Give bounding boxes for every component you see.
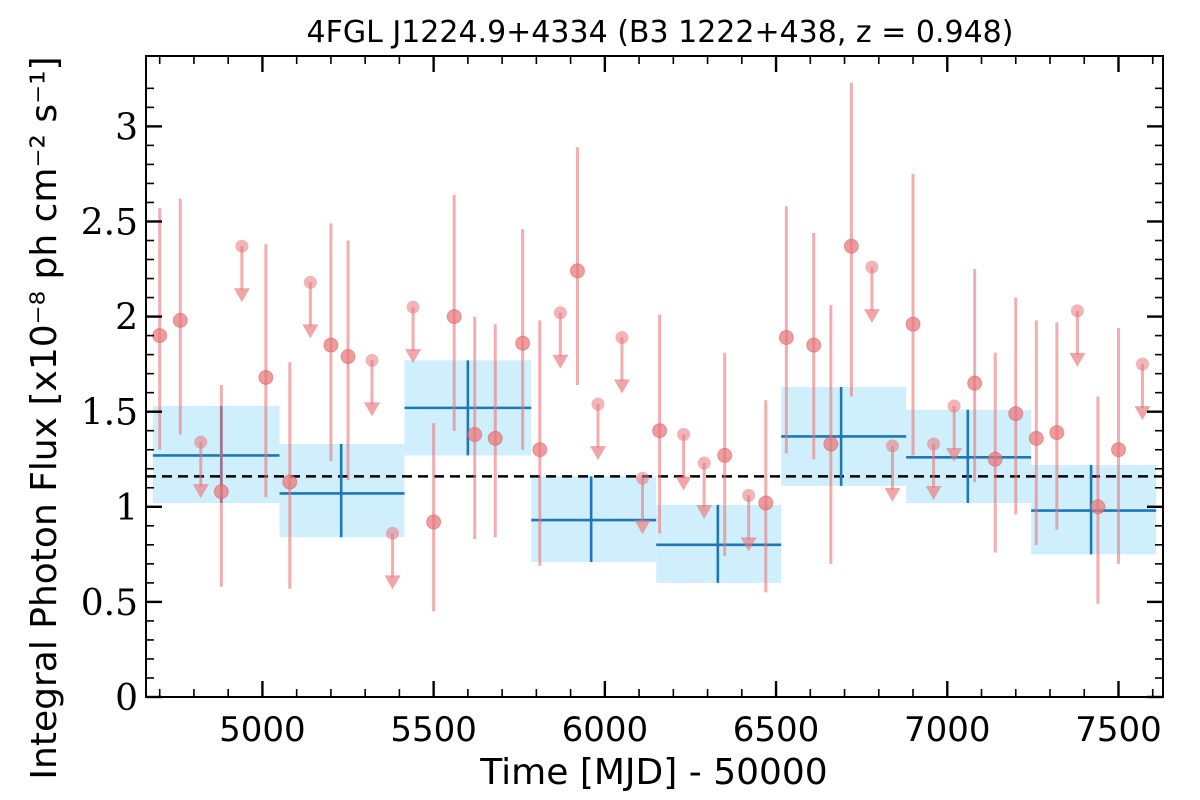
chart-title: 4FGL J1224.9+4334 (B3 1222+438, z = 0.94… (307, 15, 1014, 50)
detection-point (758, 495, 774, 511)
detection-point (467, 427, 483, 443)
upper-limit-point (365, 353, 379, 367)
detection-point (172, 312, 188, 328)
detection-point (987, 451, 1003, 467)
upper-limit-point (303, 275, 317, 289)
detection-point (213, 484, 229, 500)
upper-limit-arrow-head (740, 537, 757, 552)
upper-limit-arrow-head (696, 505, 713, 520)
upper-limit-point (927, 437, 941, 451)
upper-limit-point (947, 399, 961, 413)
detection-point (1049, 425, 1065, 441)
detection-point (843, 238, 859, 254)
upper-limit-point (742, 488, 756, 502)
upper-limit-arrow-head (192, 484, 209, 499)
x-tick-label: 5500 (390, 710, 477, 750)
y-axis-label: Integral Photon Flux [x10⁻⁸ ph cm⁻² s⁻¹] (24, 56, 65, 779)
detection-point (258, 369, 274, 385)
upper-limit-point (865, 260, 879, 274)
detection-point (905, 316, 921, 332)
plot-area-border (145, 55, 1164, 698)
y-tick-label: 2.5 (81, 202, 138, 243)
detection-point (426, 514, 442, 530)
upper-limit-arrow-head (1134, 406, 1151, 421)
axis-ticks: 5000 5500 6000 6500 7000 7500 0 0.5 1 1.5 2 2.5 3 (81, 56, 1163, 750)
detection-point (1090, 499, 1106, 515)
x-tick-label: 6000 (562, 710, 649, 750)
upper-limit-point (615, 331, 629, 345)
upper-limit-arrow-head (1069, 352, 1086, 367)
upper-limit-arrow-head (946, 447, 963, 462)
detection-point (1110, 442, 1126, 458)
upper-limit-point (553, 306, 567, 320)
detection-point (282, 474, 298, 490)
detection-point (446, 309, 462, 325)
detection-point (569, 263, 585, 279)
x-axis-label: Time [MJD] - 50000 (479, 752, 827, 793)
upper-limit-point (591, 397, 605, 411)
y-tick-label: 0.5 (81, 583, 138, 624)
y-tick-label: 2 (115, 298, 138, 339)
upper-limit-arrow-head (233, 288, 250, 303)
detection-point (1008, 406, 1024, 422)
detection-point (340, 349, 356, 365)
data-points-layer (152, 82, 1151, 612)
upper-limit-arrow-head (405, 349, 422, 364)
upper-limit-arrow-head (613, 379, 630, 394)
upper-limit-point (406, 300, 420, 314)
x-tick-label: 7000 (904, 710, 991, 750)
upper-limit-arrow-head (552, 354, 569, 369)
y-tick-label: 1.5 (81, 393, 138, 434)
detection-point (806, 337, 822, 353)
x-tick-label: 7500 (1075, 710, 1162, 750)
upper-limit-point (194, 435, 208, 449)
upper-limit-arrow-head (675, 476, 692, 491)
x-tick-label: 6500 (733, 710, 820, 750)
y-tick-label: 1 (115, 488, 138, 529)
upper-limit-point (885, 439, 899, 453)
y-tick-label: 0 (115, 678, 138, 719)
detection-point (967, 375, 983, 391)
x-tick-label: 5000 (219, 710, 306, 750)
upper-limit-point (1070, 304, 1084, 318)
upper-limit-point (677, 428, 691, 442)
detection-point (717, 447, 733, 463)
bins-uncertainty-layer (152, 360, 1157, 583)
detection-point (823, 436, 839, 452)
upper-limit-point (697, 456, 711, 470)
detection-point (152, 328, 168, 344)
upper-limit-point (636, 471, 650, 485)
y-tick-label: 3 (115, 107, 138, 148)
upper-limit-arrow-head (384, 575, 401, 590)
detection-point (515, 335, 531, 351)
detection-point (652, 423, 668, 439)
upper-limit-arrow-head (590, 446, 606, 461)
detection-point (487, 430, 503, 446)
upper-limit-arrow-head (634, 520, 651, 535)
upper-limit-arrow-head (863, 309, 880, 324)
detection-point (532, 442, 548, 458)
plot-frame (145, 55, 1164, 698)
upper-limit-point (235, 239, 249, 253)
upper-limit-arrow-head (925, 486, 942, 501)
upper-limit-point (386, 526, 400, 540)
upper-limit-arrow-head (364, 402, 380, 417)
detection-point (1028, 430, 1044, 446)
detection-point (323, 337, 339, 353)
upper-limit-arrow-head (302, 324, 319, 339)
upper-limit-point (1135, 357, 1149, 371)
upper-limit-arrow-head (884, 487, 901, 502)
detection-point (778, 330, 794, 346)
